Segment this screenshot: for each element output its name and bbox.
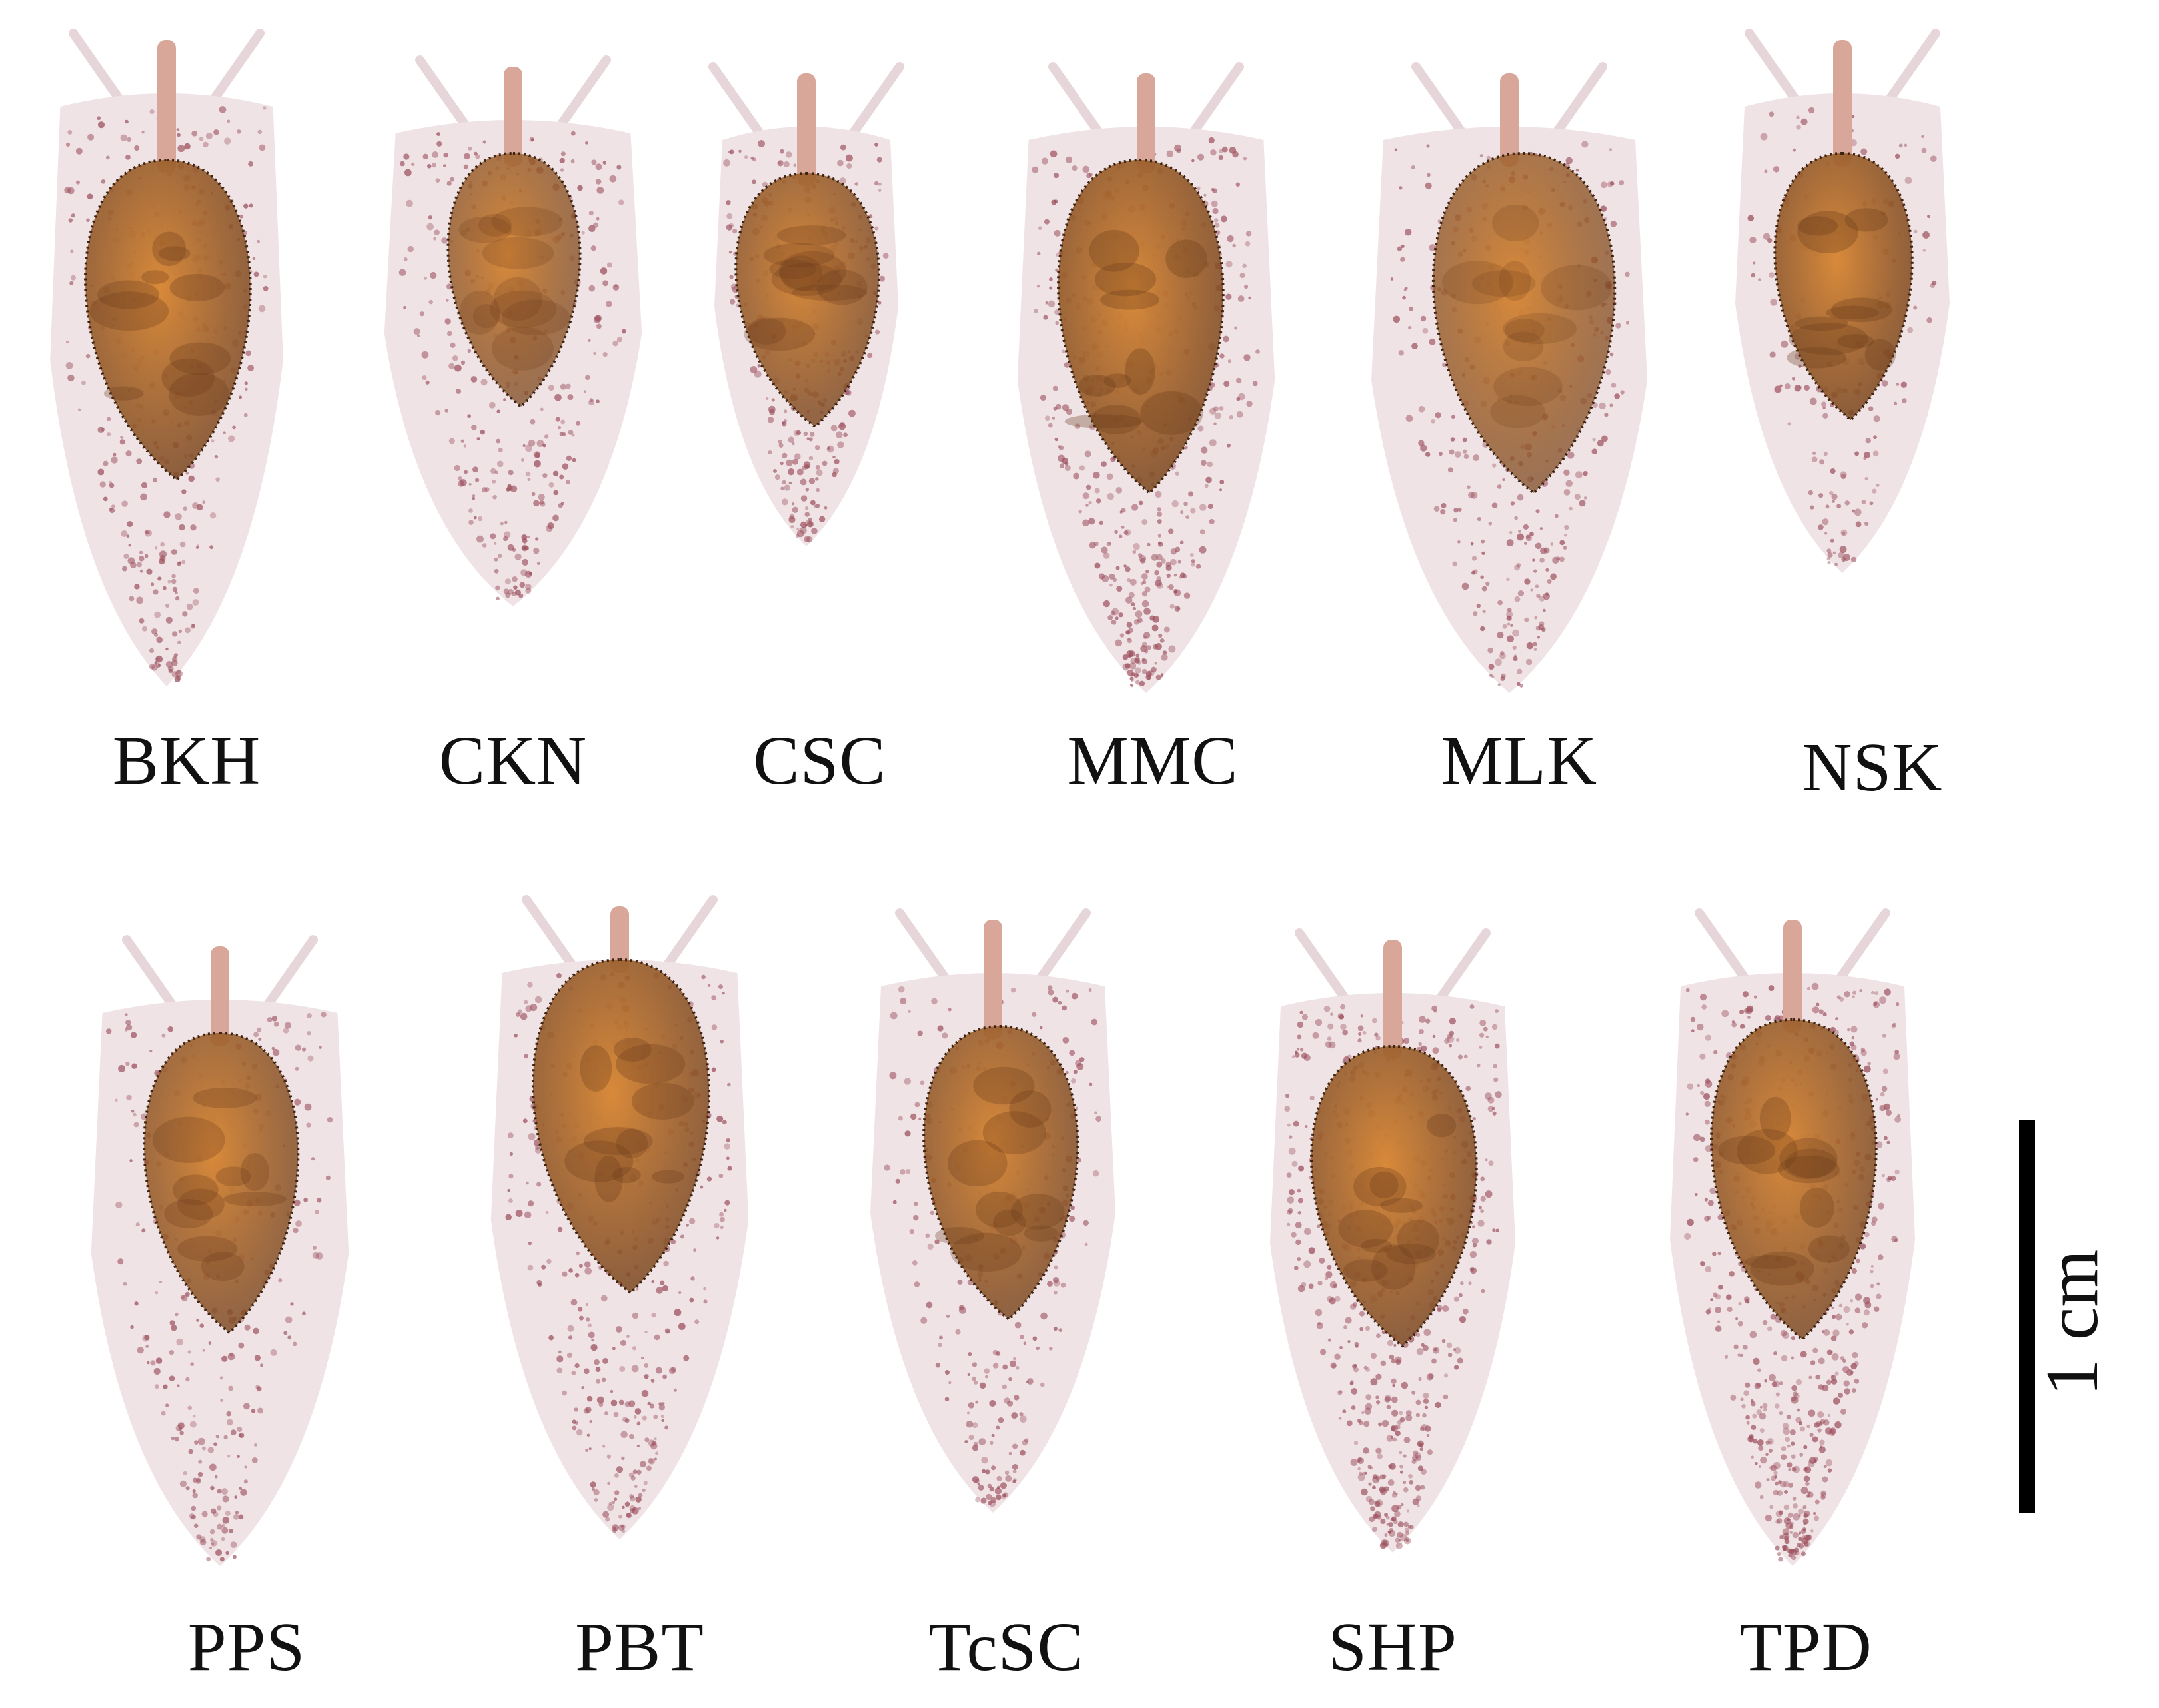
- left-tentacle: [415, 55, 471, 131]
- snail-head-stalk: [610, 906, 629, 973]
- snail-specimen-mmc: [1006, 60, 1286, 700]
- scale-bar-label: 1 cm: [2031, 1249, 2114, 1397]
- snail-head-stalk: [1783, 920, 1802, 1033]
- right-tentacle: [1035, 908, 1091, 984]
- left-tentacle: [1295, 928, 1351, 1004]
- snail-drawing: [384, 55, 642, 606]
- right-tentacle: [848, 62, 904, 138]
- snail-head-stalk: [211, 946, 229, 1046]
- specimen-label-mlk: MLK: [1441, 722, 1598, 799]
- right-tentacle: [1435, 928, 1491, 1004]
- snail-drawing: [490, 895, 749, 1539]
- snail-head-stalk: [797, 73, 816, 187]
- left-tentacle: [1695, 908, 1751, 984]
- shell-mottling: [934, 1066, 1065, 1272]
- snail-head-stalk: [1833, 40, 1852, 167]
- specimen-label-bkh: BKH: [112, 722, 261, 799]
- snail-shell: [1431, 151, 1617, 495]
- snail-drawing: [1735, 29, 1950, 573]
- snail-shell: [1773, 151, 1914, 422]
- shell-mottling: [1064, 229, 1207, 435]
- specimen-label-tcsc: TcSC: [928, 1609, 1084, 1685]
- specimen-label-shp: SHP: [1328, 1609, 1457, 1685]
- snail-shell: [143, 1031, 300, 1335]
- shell-mottling: [458, 207, 570, 371]
- snail-head-stalk: [157, 40, 176, 173]
- shell-mottling: [744, 225, 868, 351]
- snail-drawing: [50, 29, 283, 686]
- snail-head-stalk: [984, 920, 1002, 1040]
- specimen-label-pbt: PBT: [575, 1609, 704, 1685]
- shell-mottling: [89, 231, 231, 416]
- specimen-label-tpd: TPD: [1739, 1609, 1872, 1685]
- snail-specimen-csc: [706, 60, 906, 553]
- right-tentacle: [1884, 29, 1940, 105]
- left-tentacle: [708, 62, 764, 138]
- right-tentacle: [555, 55, 611, 131]
- specimen-label-csc: CSC: [753, 722, 886, 799]
- snail-specimen-tcsc: [860, 906, 1126, 1519]
- shell-mottling: [564, 1038, 694, 1202]
- snail-specimen-pbt: [480, 893, 760, 1546]
- left-tentacle: [522, 895, 578, 971]
- shell-mottling: [152, 1087, 287, 1281]
- snail-shell: [734, 171, 880, 428]
- right-tentacle: [1188, 62, 1244, 138]
- snail-drawing: [1017, 62, 1275, 693]
- shell-mottling: [1787, 208, 1896, 371]
- right-tentacle: [1551, 62, 1607, 138]
- snail-shell: [1710, 1018, 1878, 1341]
- snail-drawing: [1270, 928, 1515, 1553]
- snail-shell: [1310, 1044, 1478, 1348]
- left-tentacle: [1745, 29, 1800, 105]
- snail-specimen-pps: [80, 933, 360, 1573]
- snail-shell: [446, 151, 582, 409]
- left-tentacle: [1048, 62, 1104, 138]
- snail-specimen-bkh: [40, 27, 293, 693]
- snail-shell: [532, 958, 710, 1295]
- right-tentacle: [662, 895, 718, 971]
- snail-head-stalk: [1500, 73, 1519, 167]
- left-tentacle: [895, 908, 951, 984]
- snail-specimen-nsk: [1726, 27, 1959, 580]
- left-tentacle: [122, 935, 178, 1011]
- snail-drawing: [870, 908, 1115, 1513]
- specimen-label-ckn: CKN: [438, 722, 588, 799]
- left-tentacle: [69, 29, 125, 105]
- right-tentacle: [262, 935, 318, 1011]
- snail-shell: [1057, 158, 1225, 495]
- snail-drawing: [1670, 908, 1915, 1566]
- snail-specimen-shp: [1259, 926, 1526, 1559]
- right-tentacle: [1834, 908, 1890, 984]
- right-tentacle: [209, 29, 265, 105]
- scale-bar: [2019, 1120, 2035, 1513]
- specimen-label-mmc: MMC: [1067, 722, 1239, 799]
- snail-specimen-ckn: [373, 53, 653, 613]
- shell-mottling: [1338, 1113, 1457, 1290]
- snail-head-stalk: [1137, 73, 1155, 173]
- shell-mottling: [1441, 204, 1613, 428]
- snail-drawing: [1371, 62, 1647, 693]
- specimen-label-pps: PPS: [187, 1609, 306, 1685]
- snail-head-stalk: [1383, 940, 1402, 1060]
- left-tentacle: [1411, 62, 1467, 138]
- shell-mottling: [1717, 1096, 1850, 1286]
- snail-drawing: [91, 935, 349, 1566]
- snail-drawing: [708, 62, 904, 546]
- snail-specimen-mlk: [1359, 60, 1659, 700]
- snail-head-stalk: [504, 67, 522, 167]
- specimen-label-nsk: NSK: [1802, 729, 1943, 806]
- snail-specimen-tpd: [1659, 906, 1926, 1573]
- snail-shell: [922, 1024, 1080, 1321]
- snail-shell: [84, 158, 252, 482]
